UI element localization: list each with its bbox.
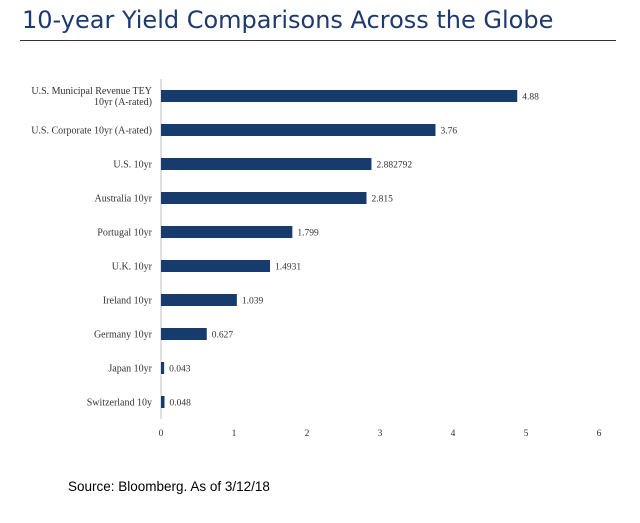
bar-value-label: 2.815 (371, 195, 393, 205)
category-label: U.S. Municipal Revenue TEY (31, 86, 152, 97)
bar (161, 90, 518, 102)
bar-value-label: 0.048 (170, 399, 192, 409)
bar-value-label: 0.627 (212, 331, 234, 341)
bar (161, 124, 436, 136)
category-label: Switzerland 10y (87, 398, 152, 409)
page-title: 10-year Yield Comparisons Across the Glo… (22, 6, 554, 34)
category-label: Australia 10yr (95, 194, 153, 205)
category-label: 10yr (A-rated) (94, 97, 152, 108)
bar-value-label: 2.882792 (376, 161, 412, 171)
bar-value-label: 3.76 (440, 127, 457, 137)
bar (161, 226, 293, 238)
bar (161, 396, 165, 408)
category-label: U.K. 10yr (112, 262, 153, 273)
category-label: Ireland 10yr (103, 296, 153, 307)
bar (161, 328, 207, 340)
yield-bar-chart: 0 1 2 3 4 5 6 4.88 U.S. Municipal Revenue TEY10… (31, 79, 602, 439)
x-tick-label: 3 (378, 429, 383, 439)
bar (161, 294, 237, 306)
bar-value-label: 1.4931 (275, 263, 301, 273)
x-tick-label: 2 (305, 429, 310, 439)
x-tick-label: 1 (232, 429, 237, 439)
x-tick-label: 5 (524, 429, 529, 439)
bar-value-label: 1.039 (242, 297, 264, 307)
category-label: U.S. Corporate 10yr (A-rated) (31, 126, 152, 137)
title-divider (20, 40, 616, 41)
category-label: Japan 10yr (108, 364, 152, 375)
bar (161, 362, 165, 374)
x-tick-label: 4 (451, 429, 456, 439)
bar-layer (161, 90, 518, 408)
bar (161, 158, 372, 170)
bar (161, 192, 367, 204)
bar-value-label: 4.88 (522, 93, 539, 103)
bar-value-label: 1.799 (297, 229, 319, 239)
bar-value-label: 0.043 (169, 365, 191, 375)
x-tick-label: 6 (597, 429, 602, 439)
x-tick-label: 0 (159, 429, 164, 439)
source-note: Source: Bloomberg. As of 3/12/18 (68, 479, 270, 494)
category-label: Germany 10yr (94, 330, 153, 341)
category-label: Portugal 10yr (97, 228, 152, 239)
category-label: U.S. 10yr (113, 160, 152, 171)
bar (161, 260, 270, 272)
